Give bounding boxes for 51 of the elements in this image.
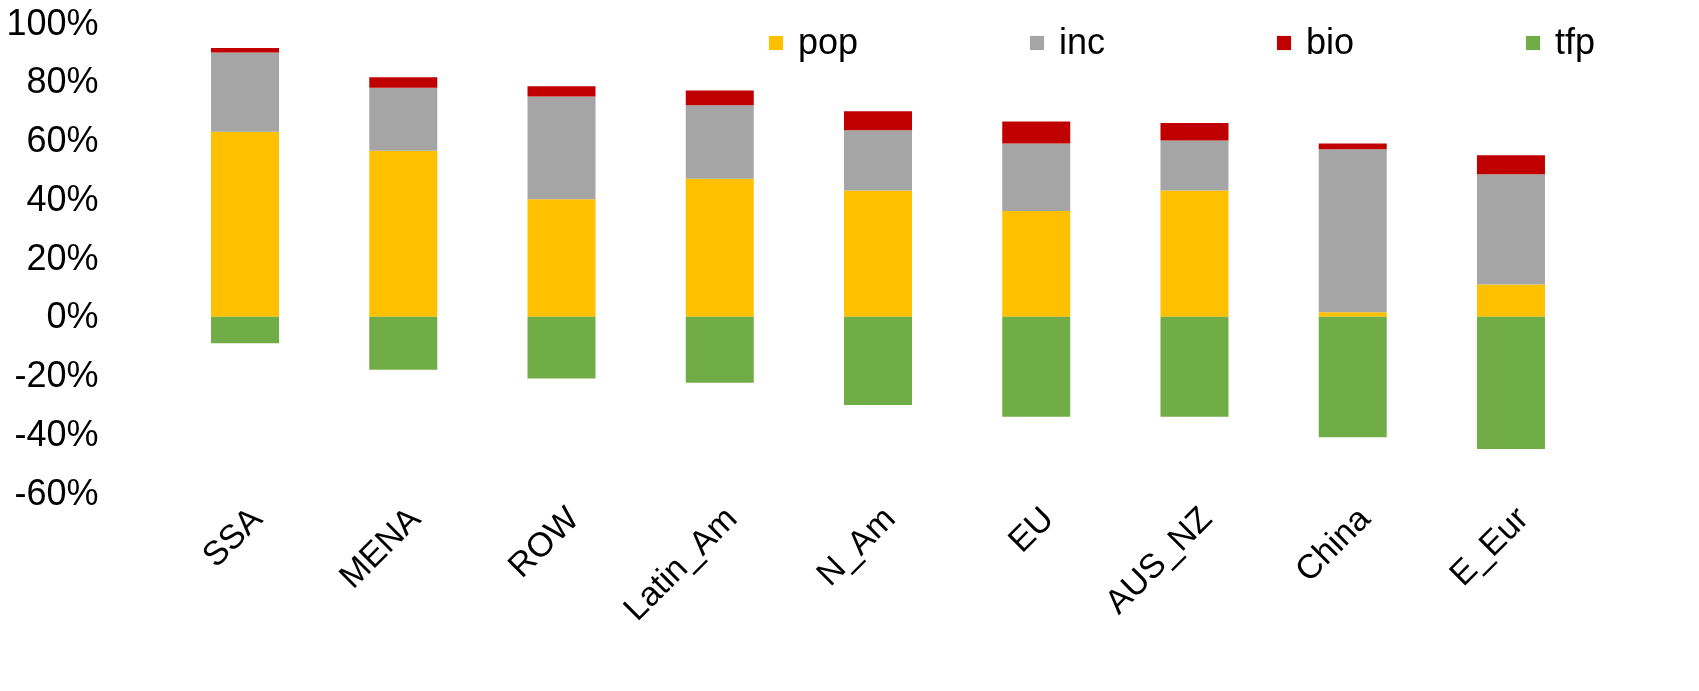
bar <box>1318 316 1387 438</box>
bar <box>1002 121 1071 144</box>
bar <box>844 190 912 317</box>
bar <box>1318 143 1387 150</box>
bar <box>1476 174 1545 285</box>
y-tick-label: 100% <box>6 1 99 43</box>
bar <box>1002 211 1071 317</box>
bar <box>844 316 912 405</box>
x-tick-label: SSA <box>194 498 270 574</box>
bar <box>211 52 280 132</box>
bar <box>527 199 596 317</box>
bar <box>844 130 912 191</box>
bar <box>369 316 438 370</box>
bar <box>527 316 596 379</box>
bar <box>1160 122 1229 141</box>
bar <box>211 47 280 53</box>
y-tick-label: -20% <box>14 354 99 395</box>
y-tick-label: 60% <box>26 119 99 160</box>
bar <box>685 105 754 179</box>
y-tick-label: 0% <box>46 295 99 337</box>
y-tick-label: 20% <box>26 236 99 278</box>
legend-label: inc <box>1059 21 1106 62</box>
bar <box>211 316 280 344</box>
bar <box>1318 312 1387 317</box>
bar <box>1160 190 1229 317</box>
bar <box>527 96 596 200</box>
bar <box>1476 155 1545 175</box>
bar <box>1002 316 1071 417</box>
bar <box>1318 149 1387 313</box>
bar <box>369 87 438 151</box>
bar <box>1002 143 1071 211</box>
y-tick-label: -40% <box>14 412 99 454</box>
bar <box>1476 284 1545 317</box>
legend-label: bio <box>1306 21 1355 62</box>
bar <box>369 150 438 317</box>
bar <box>685 90 754 106</box>
bar <box>1160 140 1229 191</box>
legend-label: tfp <box>1555 21 1596 62</box>
legend-label: pop <box>798 21 859 62</box>
bar <box>211 131 280 317</box>
bar <box>685 316 754 383</box>
bar <box>369 77 438 88</box>
bar <box>527 86 596 97</box>
y-tick-label: 40% <box>26 177 99 219</box>
y-tick-label: -60% <box>14 471 99 513</box>
bar <box>1476 316 1545 449</box>
bar <box>685 178 754 317</box>
y-tick-label: 80% <box>26 60 99 102</box>
bar <box>844 111 912 131</box>
bar <box>1160 316 1229 417</box>
x-tick-label: EU <box>1000 498 1061 559</box>
